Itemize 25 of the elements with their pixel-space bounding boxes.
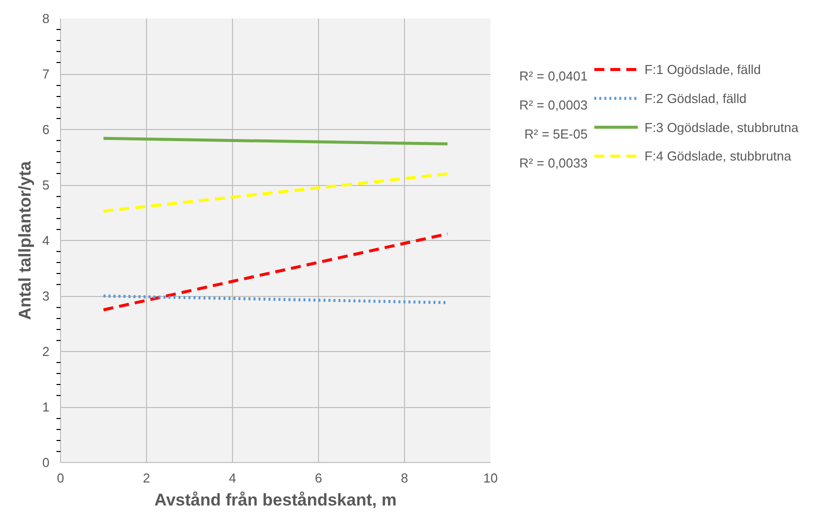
y-tick-label: 0 bbox=[42, 455, 50, 470]
legend-label: F:4 Gödslade, stubbrutna bbox=[644, 148, 792, 164]
x-tick-label: 4 bbox=[228, 470, 236, 486]
text: R² = 0,0033 bbox=[519, 155, 588, 170]
y-tick-label: 4 bbox=[42, 233, 50, 248]
x-tick-label: 10 bbox=[483, 470, 498, 486]
legend-label: F:1 Ogödslade, fälld bbox=[644, 62, 761, 78]
text: R² = 0,0003 bbox=[519, 98, 588, 113]
y-tick-label: 1 bbox=[42, 400, 50, 414]
x-tick-label: 6 bbox=[314, 470, 322, 486]
y-tick-label: 3 bbox=[42, 288, 50, 304]
x-tick-label: 2 bbox=[142, 470, 150, 486]
legend-label: F:3 Ogödslade, stubbrutna bbox=[644, 120, 800, 135]
text: R² = 5E-05 bbox=[524, 126, 588, 142]
x-tick-label: 8 bbox=[400, 470, 408, 486]
y-tick-label: 2 bbox=[42, 344, 50, 359]
y-tick-label: 8 bbox=[42, 11, 50, 26]
text: R² = 0,0401 bbox=[519, 68, 588, 84]
y-tick-label: 7 bbox=[42, 66, 50, 82]
x-tick-label: 0 bbox=[56, 470, 64, 486]
y-tick-label: 6 bbox=[42, 122, 50, 137]
x-axis-title: Avstånd från beståndskant, m bbox=[154, 490, 397, 510]
y-tick-label: 5 bbox=[42, 178, 50, 192]
y-axis-title: Antal tallplantor/yta bbox=[15, 160, 34, 320]
legend-label: F:2 Gödslad, fälld bbox=[644, 90, 746, 106]
